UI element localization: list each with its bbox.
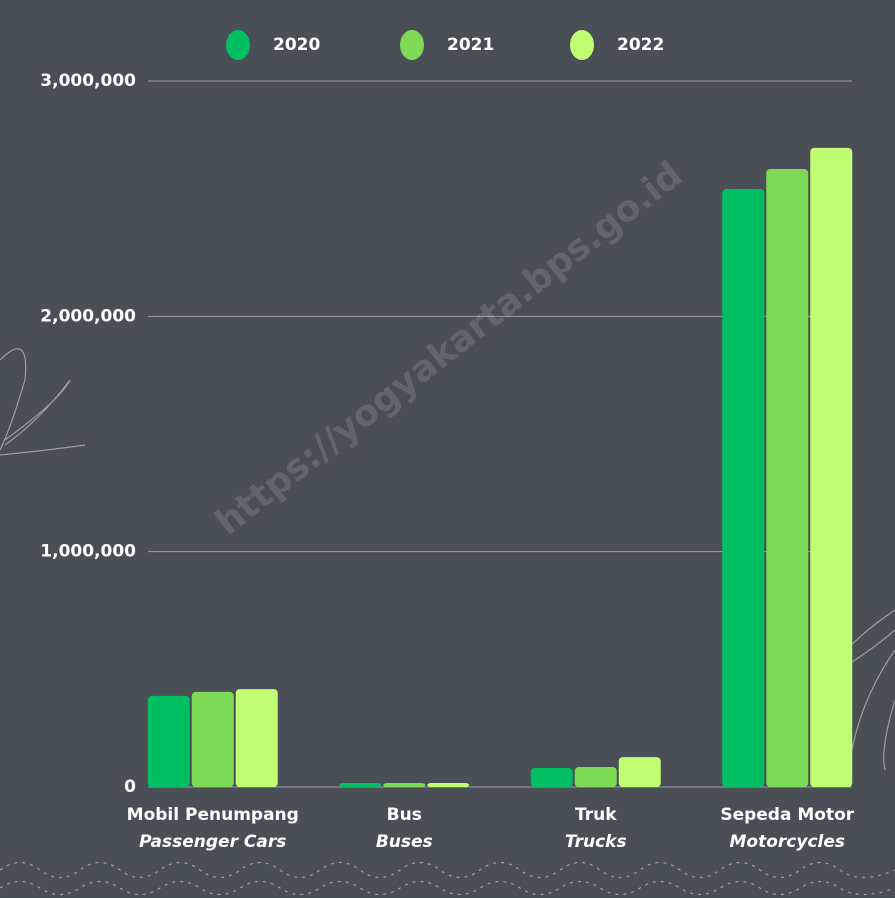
x-tick-sublabel: Passenger Cars: [139, 832, 286, 852]
bar: [619, 757, 661, 787]
bar: [722, 189, 764, 787]
bar: [192, 692, 234, 787]
x-tick-label: Truk: [575, 805, 617, 825]
y-tick-label: 3,000,000: [40, 71, 136, 91]
bar: [810, 148, 852, 787]
bar: [531, 768, 573, 787]
bar: [148, 696, 190, 787]
y-tick-label: 0: [124, 777, 136, 797]
bar: [427, 783, 469, 787]
x-tick-label: Sepeda Motor: [720, 805, 854, 825]
y-tick-label: 1,000,000: [40, 542, 136, 562]
legend-label: 2021: [447, 35, 494, 55]
bar: [339, 783, 381, 787]
bar: [766, 169, 808, 787]
legend-label: 2020: [273, 35, 320, 55]
x-tick-sublabel: Motorcycles: [730, 832, 846, 852]
bar: [236, 689, 278, 787]
legend-marker: [226, 30, 250, 60]
legend-marker: [400, 30, 424, 60]
chart: 0 1,000,000 2,000,000 3,000,000 2020 2021 2022…: [0, 0, 895, 898]
x-tick-label: Bus: [387, 805, 422, 825]
y-tick-label: 2,000,000: [40, 306, 136, 326]
x-tick-sublabel: Trucks: [565, 832, 627, 852]
bar: [383, 783, 425, 787]
x-tick-label: Mobil Penumpang: [127, 805, 299, 825]
legend-marker: [570, 30, 594, 60]
bar: [575, 767, 617, 787]
x-tick-sublabel: Buses: [376, 832, 433, 852]
legend-label: 2022: [617, 35, 664, 55]
